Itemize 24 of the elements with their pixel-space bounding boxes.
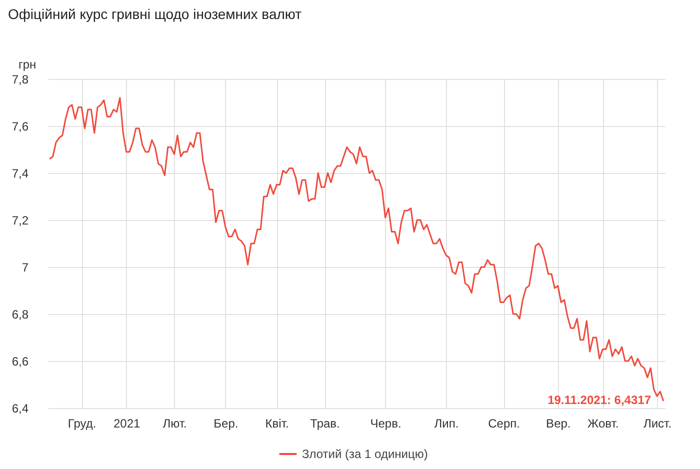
y-axis-title: грн (18, 58, 36, 72)
x-tick-label: Лют. (162, 416, 187, 430)
y-tick-label: 7,4 (12, 166, 29, 180)
x-tick-label: Вер. (546, 416, 571, 430)
legend-label: Злотий (за 1 одиницю) (302, 447, 428, 461)
y-tick-label: 7,8 (12, 72, 29, 86)
y-tick-label: 7,2 (12, 214, 29, 228)
x-tick-label: Черв. (370, 416, 402, 430)
y-tick-label: 7,6 (12, 120, 29, 134)
x-tick-label: Жовт. (588, 416, 619, 430)
x-tick-label: Квіт. (265, 416, 289, 430)
x-tick-label: Лист. (643, 416, 672, 430)
y-tick-label: 6,4 (12, 402, 29, 416)
x-tick-label: 2021 (113, 416, 140, 430)
annotation: 19.11.2021: 6,4317 (548, 393, 652, 407)
chart-title: Офіційний курс гривні щодо іноземних валют (8, 6, 302, 22)
x-tick-label: Бер. (214, 416, 238, 430)
y-tick-label: 7 (22, 260, 29, 274)
x-tick-label: Серп. (488, 416, 520, 430)
y-tick-label: 6,6 (12, 354, 29, 368)
x-tick-label: Груд. (68, 416, 96, 430)
y-tick-label: 6,8 (12, 308, 29, 322)
x-tick-label: Лип. (434, 416, 459, 430)
x-tick-label: Трав. (310, 416, 340, 430)
